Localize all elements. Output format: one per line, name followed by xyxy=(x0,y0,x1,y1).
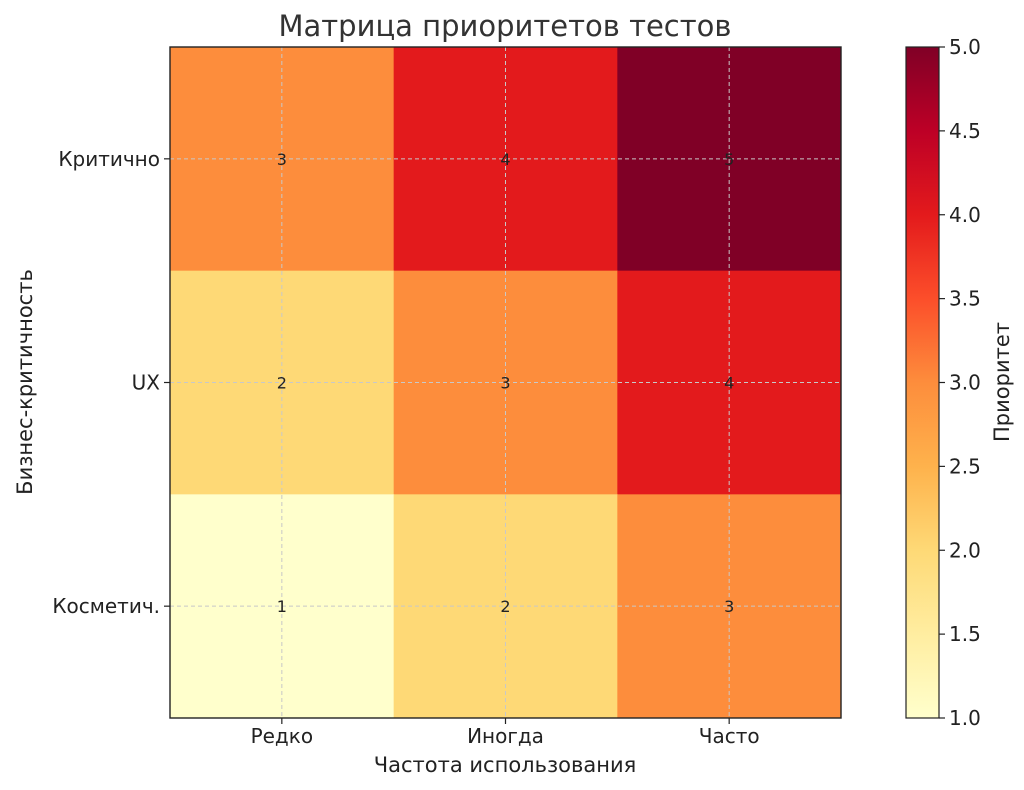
colorbar-tick-label: 2.5 xyxy=(949,454,981,478)
y-axis-label: Бизнес-критичность xyxy=(13,269,37,495)
y-axis-ticks: Критично UX Косметич. xyxy=(52,147,170,618)
colorbar-tick-label: 1.5 xyxy=(949,622,981,646)
x-tick-label: Иногда xyxy=(467,724,544,748)
colorbar-tick-label: 3.5 xyxy=(949,287,981,311)
colorbar-tick-label: 3.0 xyxy=(949,371,981,395)
cell-value-label: 1 xyxy=(277,597,287,616)
chart-title: Матрица приоритетов тестов xyxy=(279,9,732,43)
y-tick-label: Критично xyxy=(58,147,160,171)
colorbar-tick-label: 4.0 xyxy=(949,203,981,227)
cell-value-label: 3 xyxy=(500,374,510,393)
colorbar-tick-label: 5.0 xyxy=(949,35,981,59)
colorbar-label: Приоритет xyxy=(990,322,1014,442)
x-axis-label: Частота использования xyxy=(374,753,637,777)
colorbar-tick-label: 2.0 xyxy=(949,538,981,562)
colorbar xyxy=(905,46,940,719)
colorbar-tick-label: 1.0 xyxy=(949,706,981,730)
cell-value-label: 5 xyxy=(724,150,734,169)
cell-value-label: 4 xyxy=(500,150,510,169)
colorbar-tick-label: 4.5 xyxy=(949,119,981,143)
y-tick-label: UX xyxy=(132,371,161,395)
cell-value-labels: 3 4 5 2 3 4 1 2 3 xyxy=(277,150,735,616)
y-tick-label: Косметич. xyxy=(52,594,160,618)
cell-value-label: 2 xyxy=(500,597,510,616)
cell-value-label: 3 xyxy=(724,597,734,616)
cell-value-label: 2 xyxy=(277,374,287,393)
x-tick-label: Редко xyxy=(251,724,314,748)
colorbar-ticks: 1.0 1.5 2.0 2.5 3.0 3.5 4.0 4.5 5.0 xyxy=(939,35,981,730)
x-tick-label: Часто xyxy=(699,724,760,748)
cell-value-label: 3 xyxy=(277,150,287,169)
cell-value-label: 4 xyxy=(724,374,734,393)
x-axis-ticks: Редко Иногда Часто xyxy=(251,718,760,748)
